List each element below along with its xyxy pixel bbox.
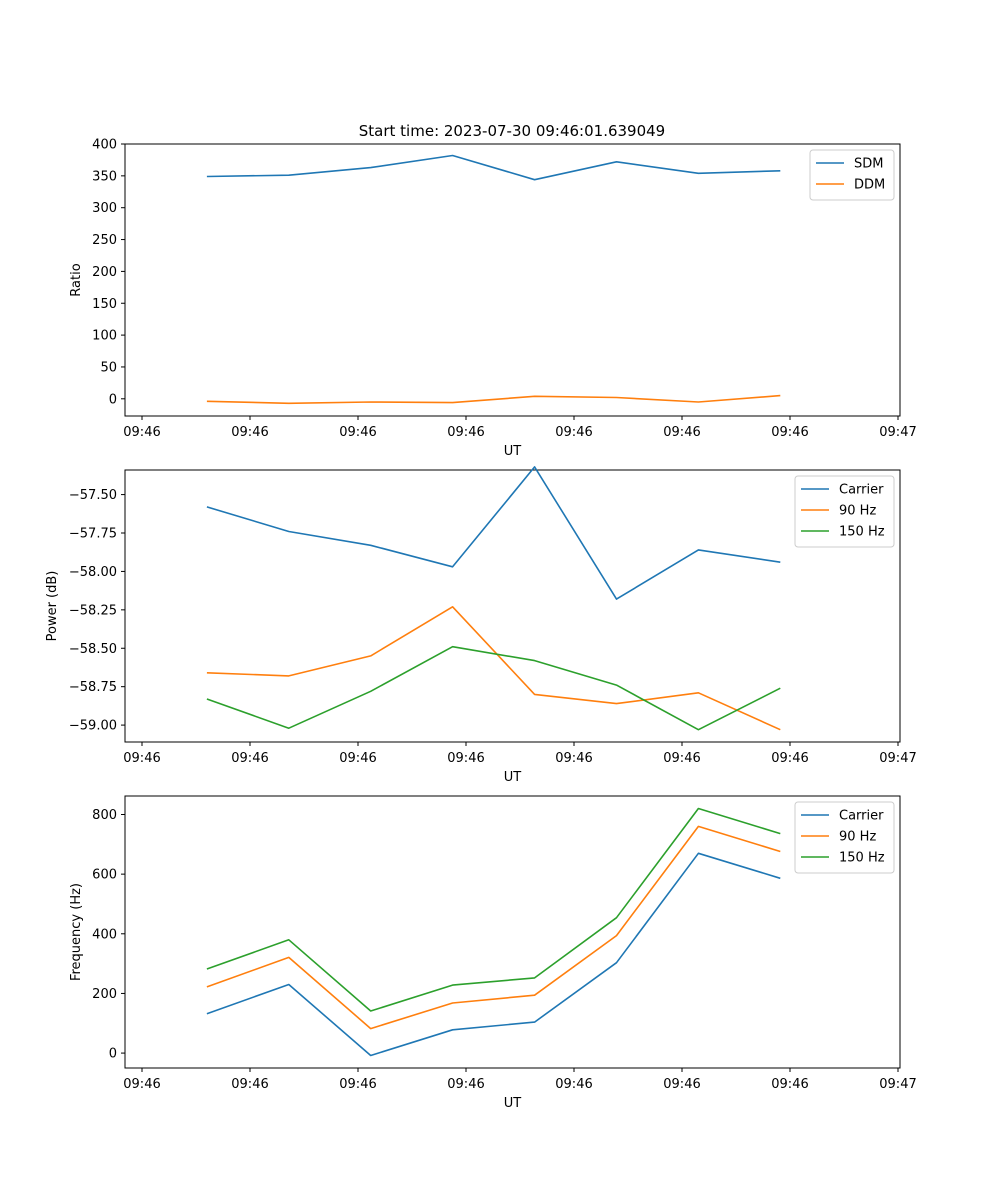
y-tick-label: −57.50: [69, 488, 117, 503]
axes-frame: [124, 143, 901, 417]
series-line-150-hz: [206, 645, 781, 731]
y-tick-label: 200: [92, 265, 117, 280]
series-line-ddm: [206, 394, 781, 405]
y-tick-label: 200: [92, 987, 117, 1002]
y-axis-label: Ratio: [69, 263, 84, 296]
legend-label: DDM: [854, 178, 885, 193]
axes-frame: [124, 469, 901, 743]
chart-panel-3: 09:46 09:46 09:46 09:46 09:46 09:46 09:46 09:47…: [69, 795, 917, 1111]
x-tick-label: 09:46: [663, 425, 700, 440]
x-tick-label: 09:46: [771, 425, 808, 440]
series-line-90-hz: [206, 825, 781, 1030]
y-tick-label: 400: [92, 138, 117, 153]
y-tick-label: 300: [92, 201, 117, 216]
y-tick-label: −58.50: [69, 642, 117, 657]
y-tick-label: 50: [100, 360, 117, 375]
x-tick-label: 09:46: [231, 425, 268, 440]
x-tick-label: 09:46: [123, 425, 160, 440]
x-tick-label: 09:47: [879, 1077, 916, 1092]
x-tick-label: 09:46: [555, 1077, 592, 1092]
series-line-sdm: [206, 154, 781, 181]
x-tick-label: 09:46: [663, 1077, 700, 1092]
x-tick-label: 09:46: [447, 1077, 484, 1092]
y-tick-label: 400: [92, 927, 117, 942]
x-axis-label: UT: [504, 1096, 522, 1111]
figure-title: Start time: 2023-07-30 09:46:01.639049: [359, 122, 665, 140]
x-tick-label: 09:46: [771, 751, 808, 766]
y-tick-label: 100: [92, 329, 117, 344]
x-tick-label: 09:47: [879, 425, 916, 440]
y-tick-label: 350: [92, 169, 117, 184]
chart-panel-2: 09:46 09:46 09:46 09:46 09:46 09:46 09:46 09:47…: [45, 466, 917, 785]
x-tick-label: 09:47: [879, 751, 916, 766]
axes-frame: [124, 795, 901, 1069]
y-tick-label: 150: [92, 297, 117, 312]
y-axis-label: Power (dB): [45, 571, 60, 642]
legend-box: [794, 801, 895, 874]
chart-panel-1: 09:46 09:46 09:46 09:46 09:46 09:46 09:46 09:47…: [69, 138, 917, 460]
series-line-carrier: [206, 852, 781, 1057]
x-tick-label: 09:46: [771, 1077, 808, 1092]
y-tick-label: 250: [92, 233, 117, 248]
x-tick-label: 09:46: [339, 1077, 376, 1092]
series-line-90-hz: [206, 605, 781, 731]
y-tick-label: 800: [92, 808, 117, 823]
y-tick-label: 600: [92, 868, 117, 883]
legend-label: 150 Hz: [839, 525, 885, 540]
series-line-carrier: [206, 466, 781, 600]
y-axis-label: Frequency (Hz): [69, 883, 84, 981]
legend-label: 150 Hz: [839, 851, 885, 866]
legend-label: Carrier: [839, 483, 884, 498]
series-line-150-hz: [206, 807, 781, 1012]
x-tick-label: 09:46: [231, 1077, 268, 1092]
x-tick-label: 09:46: [447, 425, 484, 440]
x-tick-label: 09:46: [555, 425, 592, 440]
y-tick-label: 0: [109, 392, 117, 407]
x-tick-label: 09:46: [123, 1077, 160, 1092]
y-tick-label: −58.00: [69, 565, 117, 580]
x-tick-label: 09:46: [339, 751, 376, 766]
x-tick-label: 09:46: [231, 751, 268, 766]
y-tick-label: 0: [109, 1047, 117, 1062]
x-tick-label: 09:46: [123, 751, 160, 766]
legend-box: [794, 475, 895, 548]
legend-label: SDM: [854, 157, 883, 172]
y-tick-label: −57.75: [69, 527, 117, 542]
legend-label: 90 Hz: [839, 504, 876, 519]
x-tick-label: 09:46: [339, 425, 376, 440]
x-axis-label: UT: [504, 444, 522, 459]
x-tick-label: 09:46: [447, 751, 484, 766]
x-tick-label: 09:46: [555, 751, 592, 766]
legend-label: 90 Hz: [839, 830, 876, 845]
legend-label: Carrier: [839, 809, 884, 824]
y-tick-label: −58.25: [69, 603, 117, 618]
x-axis-label: UT: [504, 770, 522, 785]
x-tick-label: 09:46: [663, 751, 700, 766]
y-tick-label: −58.75: [69, 680, 117, 695]
y-tick-label: −59.00: [69, 719, 117, 734]
